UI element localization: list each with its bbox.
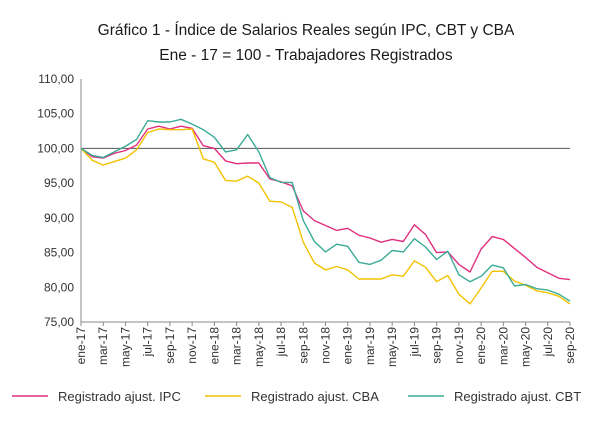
x-tick-label: sep-19 — [430, 327, 444, 364]
y-tick-label: 85,00 — [44, 246, 74, 260]
x-tick-label: mar-18 — [230, 327, 244, 365]
y-tick-label: 80,00 — [44, 280, 74, 294]
x-tick-label: mar-20 — [496, 327, 510, 365]
x-tick-label: jul-18 — [274, 327, 288, 358]
x-tick-label: jul-19 — [407, 327, 421, 358]
series-lines — [80, 118, 571, 305]
y-tick-label: 100,00 — [37, 141, 74, 155]
chart-title: Gráfico 1 - Índice de Salarios Reales se… — [97, 22, 515, 39]
x-tick-label: sep-18 — [296, 327, 310, 364]
x-tick-label: may-19 — [385, 327, 399, 367]
x-tick-label: sep-17 — [163, 327, 177, 364]
y-tick-labels: 110,00 105,00 100,00 95,00 90,00 85,00 80,00 75… — [37, 72, 74, 329]
series-line-1 — [80, 125, 571, 281]
legend-label-1: Registrado ajust. IPC — [58, 389, 181, 404]
y-tick-label: 105,00 — [37, 107, 74, 121]
y-tick-label: 95,00 — [44, 176, 74, 190]
x-tick-label: may-20 — [519, 327, 533, 367]
x-tick-label: nov-19 — [452, 327, 466, 364]
chart-subtitle: Ene - 17 = 100 - Trabajadores Registrado… — [159, 47, 453, 64]
x-tick-labels: ene-17 mar-17 may-17 jul-17 sep-17 nov-17 ene-… — [74, 322, 577, 367]
series-line-2 — [80, 128, 571, 305]
x-tick-label: ene-19 — [341, 327, 355, 365]
x-tick-label: mar-19 — [363, 327, 377, 365]
x-tick-label: nov-18 — [319, 327, 333, 364]
x-tick-label: sep-20 — [563, 327, 577, 364]
legend: Registrado ajust. IPC Registrado ajust. C… — [12, 389, 581, 404]
x-tick-label: may-17 — [118, 327, 132, 367]
x-tick-label: ene-17 — [74, 327, 88, 365]
series-line-3 — [80, 118, 571, 302]
x-tick-label: ene-18 — [207, 327, 221, 365]
x-tick-label: ene-20 — [474, 327, 488, 365]
y-tick-label: 90,00 — [44, 211, 74, 225]
x-tick-label: may-18 — [252, 327, 266, 367]
y-tick-label: 110,00 — [38, 72, 74, 86]
x-tick-label: jul-17 — [141, 327, 155, 358]
y-tick-label: 75,00 — [44, 315, 74, 329]
x-tick-label: jul-20 — [541, 327, 555, 358]
x-tick-label: nov-17 — [185, 327, 199, 364]
x-tick-label: mar-17 — [96, 327, 110, 365]
legend-label-3: Registrado ajust. CBT — [454, 389, 581, 404]
legend-label-2: Registrado ajust. CBA — [251, 389, 379, 404]
